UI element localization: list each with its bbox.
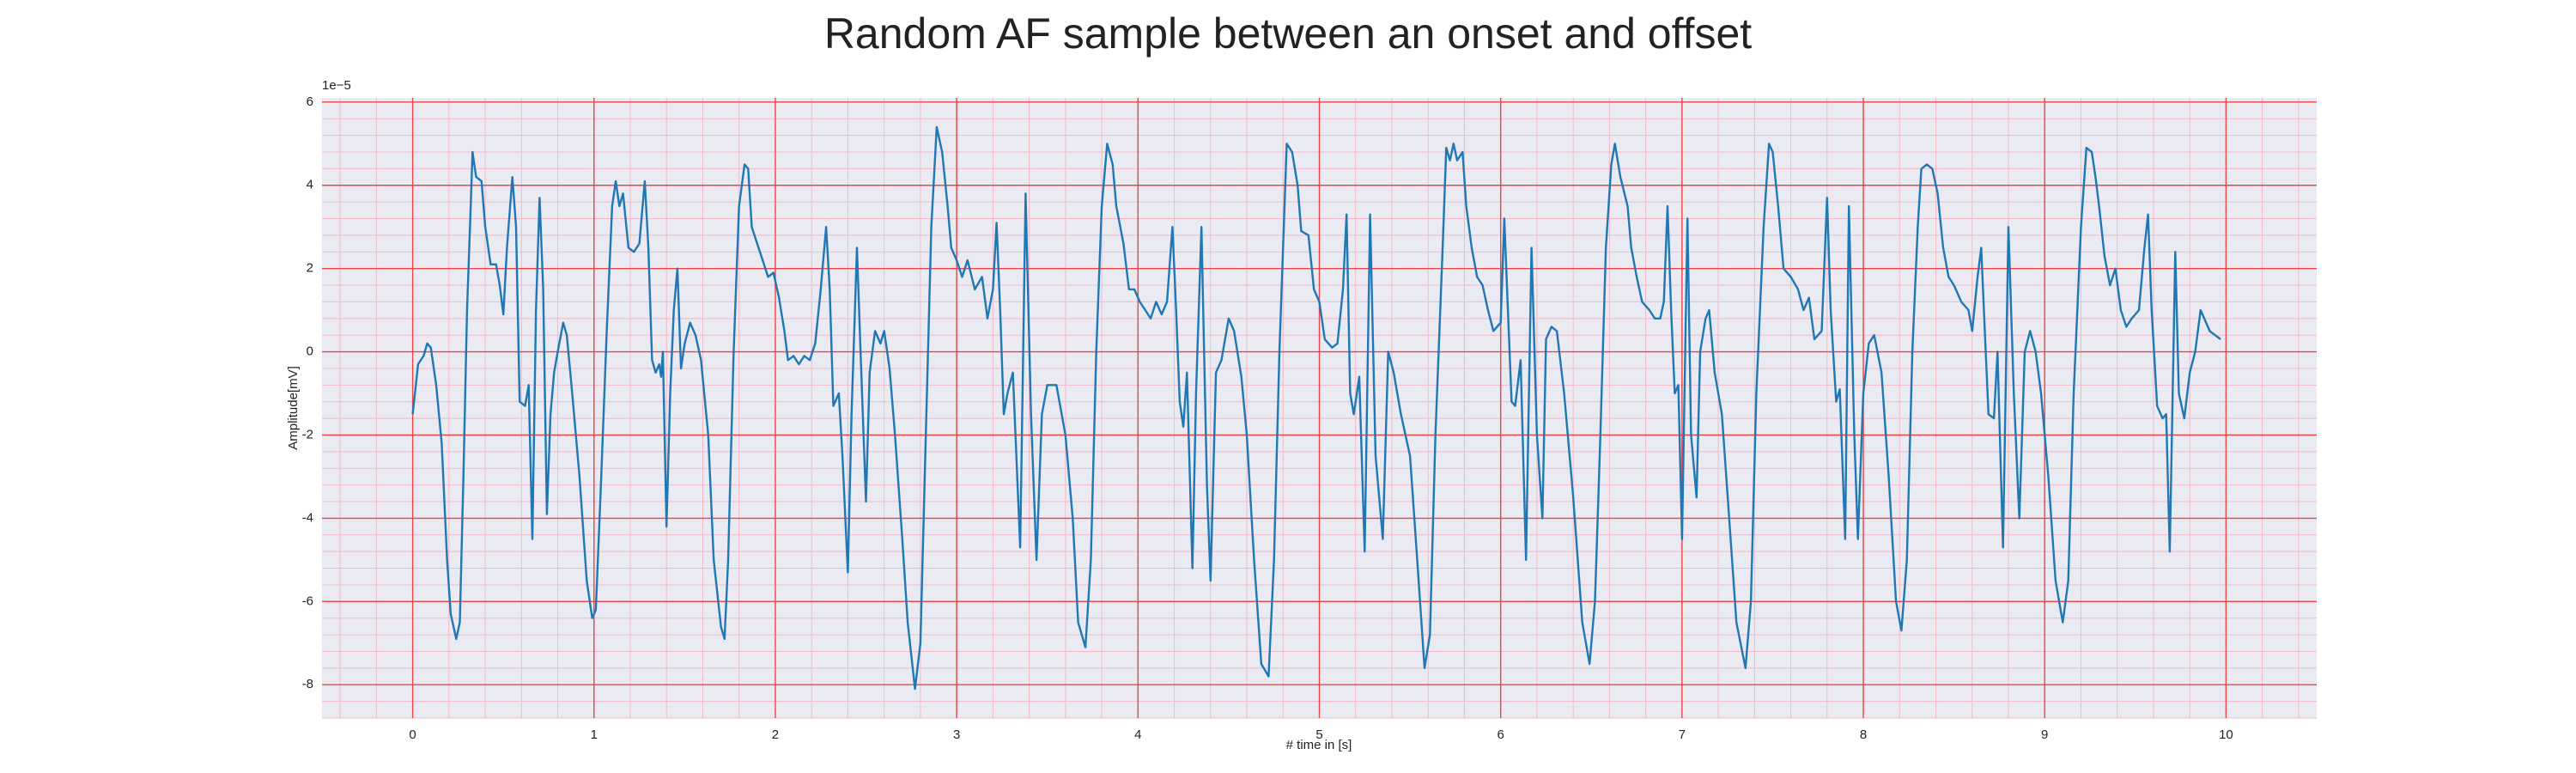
x-tick-label: 8 — [1860, 727, 1867, 742]
x-axis-label: # time in [s] — [1286, 738, 1352, 752]
y-tick-label: -4 — [302, 510, 313, 525]
chart-title: Random AF sample between an onset and of… — [824, 9, 1752, 58]
y-tick-label: 4 — [307, 178, 313, 192]
data-line — [411, 125, 2221, 691]
x-tick-label: 0 — [409, 727, 416, 742]
x-tick-label: 2 — [772, 727, 779, 742]
x-tick-label: 5 — [1315, 727, 1322, 742]
y-tick-label: 2 — [307, 261, 313, 276]
y-tick-label: 6 — [307, 94, 313, 109]
x-tick-label: 1 — [591, 727, 598, 742]
y-tick-label: -2 — [302, 427, 313, 441]
y-axis-label: Amplitude[mV] — [286, 366, 301, 450]
x-tick-label: 3 — [953, 727, 960, 742]
y-tick-label: 0 — [307, 344, 313, 359]
x-tick-label: 9 — [2041, 727, 2048, 742]
plot-area — [322, 98, 2317, 719]
y-tick-label: -6 — [302, 593, 313, 608]
y-offset-label: 1e−5 — [322, 78, 351, 93]
x-tick-label: 4 — [1134, 727, 1141, 742]
y-tick-label: -8 — [302, 677, 313, 691]
x-tick-label: 7 — [1679, 727, 1686, 742]
x-tick-label: 10 — [2219, 727, 2233, 742]
x-tick-label: 6 — [1498, 727, 1504, 742]
